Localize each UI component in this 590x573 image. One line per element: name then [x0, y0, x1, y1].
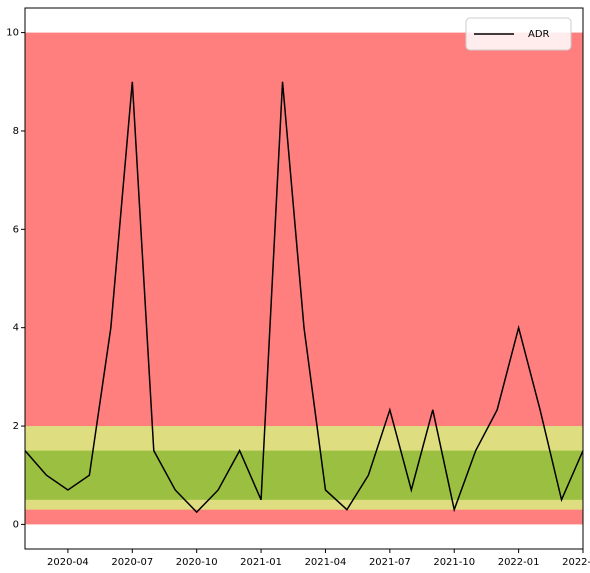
y-tick-label: 2 [13, 421, 19, 432]
x-tick-label: 2020-10 [176, 557, 218, 568]
line [24, 81, 584, 514]
x-tick-label: 2021-10 [433, 557, 475, 568]
x-tick-label: 2021-07 [369, 557, 411, 568]
band [25, 450, 583, 500]
x-tick-label: 2022-01 [498, 557, 540, 568]
legend: ADR [465, 17, 572, 51]
y-tick-label: 4 [13, 323, 19, 334]
x-tick-label: 2020-07 [111, 557, 153, 568]
x-tick-label: 2020-04 [47, 557, 89, 568]
legend-label: ADR [528, 29, 550, 40]
plot-frame [24, 7, 584, 550]
x-tick-label: 2021-04 [305, 557, 347, 568]
legend-box [465, 17, 572, 51]
x-tick-label: 2022-04 [562, 557, 590, 568]
y-tick-label: 6 [13, 224, 19, 235]
x-tick-label: 2021-01 [240, 557, 282, 568]
y-tick-label: 8 [13, 126, 19, 137]
y-tick-label: 0 [13, 519, 19, 530]
y-tick-label: 10 [6, 28, 19, 39]
